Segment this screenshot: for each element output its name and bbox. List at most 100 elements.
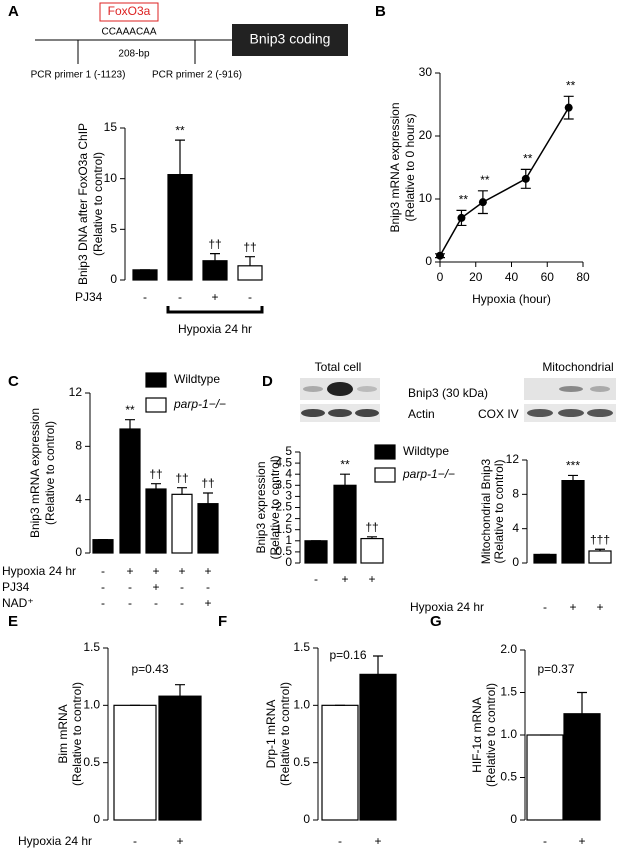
band <box>590 386 610 392</box>
row-sign: + <box>368 572 375 586</box>
blot-title: Total cell <box>315 360 362 374</box>
row-sign: - <box>154 596 158 610</box>
y-tick-label: 1.0 <box>293 698 310 712</box>
length: 208-bp <box>118 49 150 60</box>
annotation: *** <box>566 459 580 473</box>
x-tick-label: 80 <box>576 270 590 284</box>
y-tick-label: 30 <box>419 65 433 79</box>
panel-label: G <box>430 613 442 630</box>
error-bar <box>577 691 587 714</box>
row-sign: - <box>178 290 182 304</box>
row-sign: - <box>101 596 105 610</box>
bar <box>561 480 585 564</box>
x-tick-label: 0 <box>437 270 444 284</box>
annotation: †† <box>149 467 162 481</box>
bar <box>119 428 141 554</box>
y-tick-label: 0 <box>110 272 117 286</box>
legend-label: parp-1−/− <box>402 467 455 481</box>
annotation: ** <box>459 193 469 207</box>
legend-swatch <box>374 444 396 460</box>
y-tick-label: 1.5 <box>500 685 517 699</box>
annotation: †† <box>175 471 188 485</box>
row-sign: + <box>596 600 603 614</box>
y-tick-label: 0 <box>285 555 292 569</box>
panel-label: A <box>8 3 19 20</box>
row-sign: - <box>128 580 132 594</box>
row-sign: - <box>543 834 547 848</box>
bar <box>304 540 328 564</box>
row-sign: - <box>206 580 210 594</box>
y-axis-label: Bnip3 expression <box>254 461 268 553</box>
y-tick-label: 1.5 <box>83 640 100 654</box>
y-tick-label: 0.5 <box>83 755 100 769</box>
annotation: ** <box>340 457 350 471</box>
legend-label: Wildtype <box>403 444 449 458</box>
annotation: ††† <box>590 532 610 546</box>
panel-label: D <box>262 373 273 390</box>
row-sign: + <box>578 834 585 848</box>
error-bar <box>151 483 161 489</box>
row-sign: - <box>101 580 105 594</box>
y-tick-label: 2.0 <box>500 642 517 656</box>
annotation: ** <box>523 152 533 166</box>
row-sign: - <box>133 834 137 848</box>
y-tick-label: 3 <box>285 489 292 503</box>
y-tick-label: 0 <box>510 812 517 826</box>
row-sign: + <box>211 290 218 304</box>
y-tick-label: 1.0 <box>83 698 100 712</box>
y-tick-label: 2 <box>285 511 292 525</box>
legend-swatch <box>374 467 396 483</box>
error-bar <box>175 139 185 175</box>
y-axis-label: (Relative to control) <box>268 455 282 559</box>
y-tick-label: 12 <box>506 452 520 466</box>
annotation: †† <box>201 476 214 490</box>
panel-label: B <box>375 3 386 20</box>
tf-box <box>99 2 159 22</box>
row-sign: - <box>338 834 342 848</box>
annotation: †† <box>365 520 378 534</box>
band <box>328 409 352 417</box>
error-bar <box>340 473 350 486</box>
y-tick-label: 0.5 <box>275 544 292 558</box>
row-label: Hypoxia 24 hr <box>2 564 76 578</box>
row-sign: - <box>248 290 252 304</box>
bar <box>563 713 601 821</box>
y-tick-label: 1 <box>285 533 292 547</box>
legend-swatch <box>145 397 167 413</box>
point <box>436 251 444 260</box>
row-sign: + <box>152 580 159 594</box>
error-bar <box>568 474 578 481</box>
annotation: †† <box>208 237 221 251</box>
y-axis-label: (Relative to control) <box>43 421 57 525</box>
bar <box>167 174 193 281</box>
x-axis-label: Hypoxia (hour) <box>472 292 551 306</box>
y-tick-label: 8 <box>75 439 82 453</box>
y-tick-label: 0.5 <box>293 755 310 769</box>
band <box>357 386 377 392</box>
y-tick-label: 15 <box>104 120 118 134</box>
band <box>559 386 583 392</box>
row-sign: - <box>314 572 318 586</box>
y-tick-label: 8 <box>512 487 519 501</box>
row-sign: + <box>176 834 183 848</box>
error-bar <box>210 253 220 261</box>
y-tick-label: 4 <box>285 466 292 480</box>
panel-label: C <box>8 373 19 390</box>
bar <box>171 493 193 554</box>
annotation: ** <box>480 173 490 187</box>
y-axis-label: (Relative to control) <box>278 682 292 786</box>
band <box>303 386 323 392</box>
row-sign: - <box>543 600 547 614</box>
y-axis-label: Bnip3 mRNA expression <box>28 408 42 538</box>
y-tick-label: 2.5 <box>275 500 292 514</box>
bracket <box>166 306 264 314</box>
p-value: p=0.37 <box>537 662 574 676</box>
band <box>558 409 584 417</box>
panel-label: E <box>8 613 18 630</box>
y-tick-label: 0 <box>93 812 100 826</box>
point <box>478 198 487 207</box>
y-axis-label: (Relative to control) <box>70 682 84 786</box>
error-bar <box>245 256 255 266</box>
y-axis-label: Bim mRNA <box>56 704 70 763</box>
y-tick-label: 0 <box>75 545 82 559</box>
